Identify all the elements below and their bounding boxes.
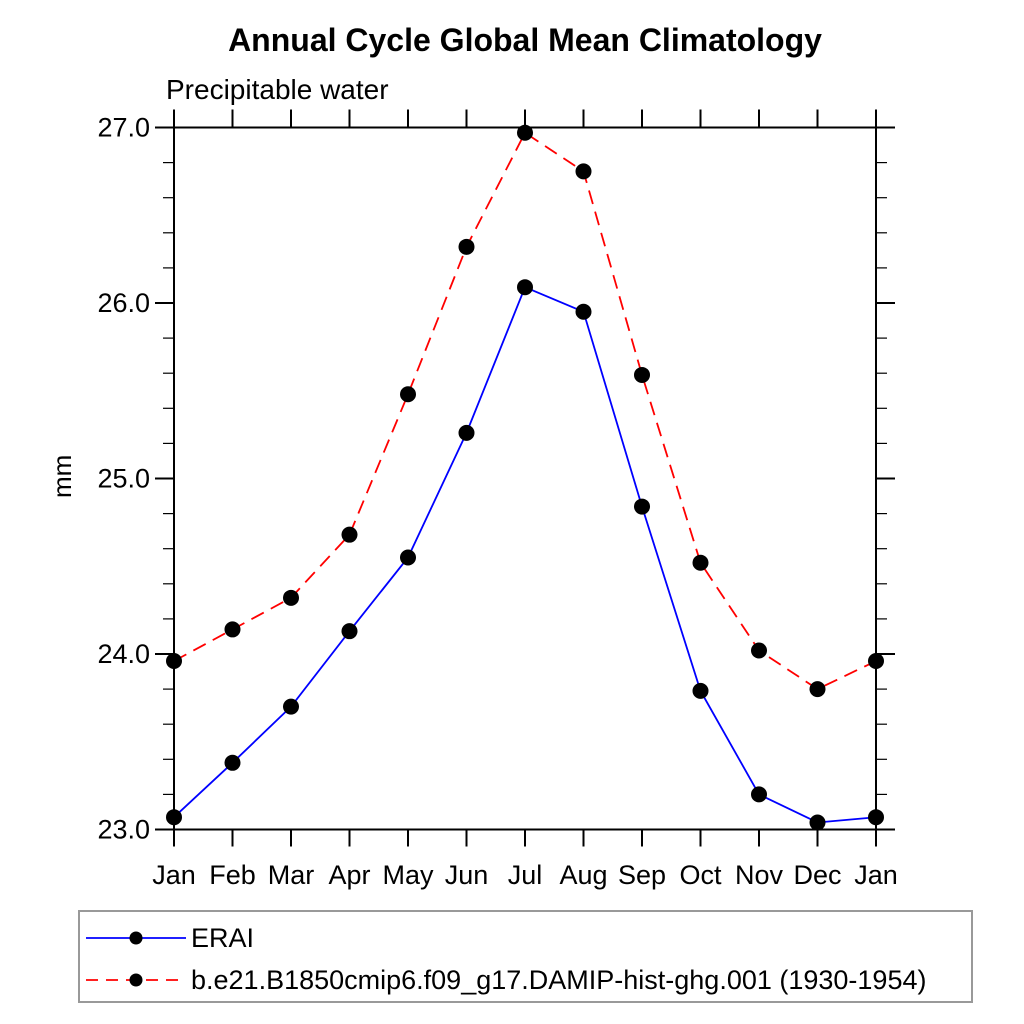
chart-title: Annual Cycle Global Mean Climatology [228,22,822,58]
y-axis-tick-label: 26.0 [97,288,150,318]
legend-dashed-line-sample [86,973,186,987]
data-point-marker [634,498,650,515]
data-point-marker [341,526,358,543]
data-point-marker [400,549,416,566]
x-axis-tick-label: Jan [854,860,898,890]
data-point-marker [868,653,884,670]
data-point-marker [517,279,533,296]
legend-marker-dot-icon [129,973,143,987]
x-axis-tick-label: Jan [152,860,196,890]
data-point-marker [166,653,182,670]
chart-subtitle: Precipitable water [166,74,389,105]
data-point-marker [166,809,182,826]
data-point-marker [692,682,709,699]
data-point-marker [868,809,884,826]
plot-frame [173,126,877,831]
data-point-marker [751,786,767,803]
legend-label-erai: ERAI [191,922,255,953]
data-point-marker [575,303,592,320]
data-point-marker [517,124,533,141]
y-axis-tick-label: 23.0 [97,815,150,845]
y-axis-tick-label: 27.0 [97,113,150,143]
data-point-marker [751,642,767,659]
data-point-marker [692,554,709,571]
legend-solid-line-sample [86,931,186,945]
data-point-marker [341,623,358,640]
y-axis-tick-label: 25.0 [97,464,150,494]
x-axis-tick-label: Apr [328,860,370,890]
legend-item-erai: ERAI [84,923,254,953]
data-point-marker [283,698,299,715]
x-axis-tick-label: Jun [445,860,489,890]
x-axis-tick-label: Mar [268,860,315,890]
x-axis-tick-label: May [382,860,434,890]
x-axis-tick-label: Oct [679,860,722,890]
x-axis-tick-label: Aug [559,860,607,890]
data-point-marker [224,754,241,771]
data-point-marker [809,814,826,831]
data-point-marker [283,589,299,606]
x-axis-tick-label: Sep [618,860,666,890]
data-point-marker [634,366,650,383]
legend-marker-dot-icon [129,931,143,945]
legend-box: ERAI b.e21.B1850cmip6.f09_g17.DAMIP-hist… [78,910,973,1003]
data-point-marker [458,424,475,441]
data-point-marker [400,386,416,403]
x-axis-tick-label: Feb [209,860,256,890]
legend-item-model: b.e21.B1850cmip6.f09_g17.DAMIP-hist-ghg.… [84,965,926,995]
legend-label-model: b.e21.B1850cmip6.f09_g17.DAMIP-hist-ghg.… [191,964,927,995]
x-axis-tick-label: Dec [793,860,841,890]
x-axis-tick-label: Jul [508,860,543,890]
series-line-erai [173,286,877,824]
data-point-marker [809,681,826,698]
data-point-marker [458,238,475,255]
data-point-marker [575,163,592,180]
series-line-model [173,131,877,691]
data-point-marker [224,621,241,638]
y-axis-tick-label: 24.0 [97,639,150,669]
x-axis-tick-label: Nov [735,860,784,890]
